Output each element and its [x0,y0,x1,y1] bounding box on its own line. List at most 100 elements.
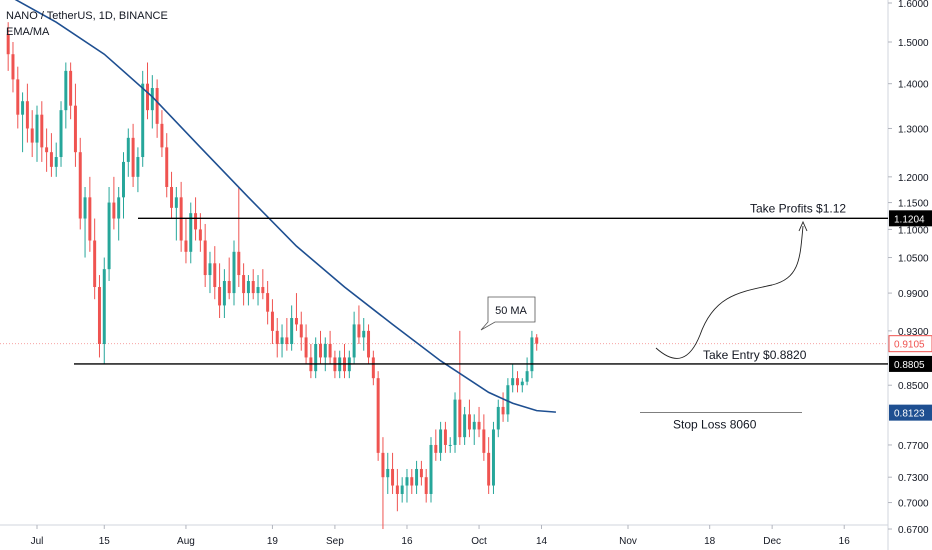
candle-body [11,54,15,80]
indicator-label[interactable]: EMA/MA [6,26,50,38]
candle [506,378,510,422]
price-tick-label: 1.3000 [898,124,929,135]
candle [266,281,270,325]
ma-50-line [14,0,556,413]
candle-body [49,152,53,167]
candle-body [530,337,534,372]
candle-body [121,161,125,198]
drawing-annotations: Take Profits $1.12 Take Entry $0.8820 Stop… [74,201,888,432]
candle [328,330,332,365]
candle [150,75,154,129]
candle-body [83,197,87,219]
candle [275,318,279,358]
time-tick-label: 14 [536,536,548,547]
candle-body [126,137,130,162]
price-tick-label: 1.5000 [898,38,929,49]
candle [112,176,116,230]
candle [198,213,202,252]
candle [126,128,130,177]
candle-body [261,287,265,294]
candle [400,477,404,503]
candle-body [21,101,25,115]
price-axis[interactable]: 1.6000 1.5000 1.4000 1.3000 1.2000 1.1500 1.10… [887,0,929,550]
candle-body [25,101,29,129]
candle [472,414,476,445]
candle [218,263,222,319]
candle-body [352,324,356,358]
candle [367,324,371,365]
candle [463,406,467,445]
candle-body [213,263,217,288]
candle-body [237,251,241,276]
candle [415,460,419,494]
take-profits-badge: 1.1204 [889,210,932,227]
candle-body [155,88,159,124]
candle-body [266,293,270,312]
candle [174,186,178,241]
candle [443,421,447,453]
candle-body [174,197,178,208]
price-tick-label: 1.1500 [898,199,929,210]
candle [21,92,25,153]
candle-body [405,477,409,486]
candle-body [222,281,226,306]
candle [40,101,44,162]
candle-body [198,229,202,241]
candle [318,330,322,365]
candle [304,324,308,365]
candle-body [520,381,524,386]
candle-body [227,281,231,294]
candle-body [482,429,486,453]
candle-body [419,468,423,478]
candle-body [45,147,49,153]
candle [381,437,385,530]
price-tick-label: 0.6700 [898,525,929,536]
candle-body [357,324,361,338]
ma-callout-box [480,296,536,331]
candle-body [208,263,212,276]
take-profits-label: Take Profits $1.12 [750,201,846,215]
candle [439,421,443,461]
candle [117,186,121,241]
symbol-title[interactable]: NANO / TetherUS, 1D, BINANCE [6,10,168,22]
candle [352,311,356,365]
candle-body [395,485,399,494]
price-badge-text: 0.8123 [894,409,925,420]
candle [362,318,366,351]
candle [25,83,29,143]
candle [395,468,399,512]
candle-body [487,452,491,486]
candle [102,257,106,365]
candle [294,293,298,331]
candle-body [194,213,198,230]
candle-body [88,197,92,241]
time-tick-label: Sep [326,536,344,547]
time-tick-label: 16 [839,536,851,547]
candle-body [501,406,505,415]
candle [30,110,34,158]
candle-body [299,324,303,338]
candle [391,452,395,494]
candle [69,62,73,120]
chart-legend: NANO / TetherUS, 1D, BINANCE EMA/MA [6,8,168,40]
candle [97,275,101,358]
candle [78,137,82,230]
candle [222,269,226,319]
candle-body [131,137,135,177]
candle-body [371,357,375,379]
ma-50-path [14,0,556,413]
candle-body [367,330,371,358]
time-tick-label: Dec [763,536,781,547]
candle [405,468,409,503]
candle [314,337,318,379]
candle-body [323,344,327,358]
candle [357,305,361,345]
stop-loss-badge: 0.8123 [889,404,932,421]
candle [121,152,125,219]
take-entry-label: Take Entry $0.8820 [703,348,807,362]
candle [285,318,289,351]
candle-body [491,429,495,486]
time-axis[interactable]: Jul 15 Aug 19 Sep 16 Oct 14 Nov 18 Dec 16 [0,524,888,547]
candle-body [203,240,207,276]
